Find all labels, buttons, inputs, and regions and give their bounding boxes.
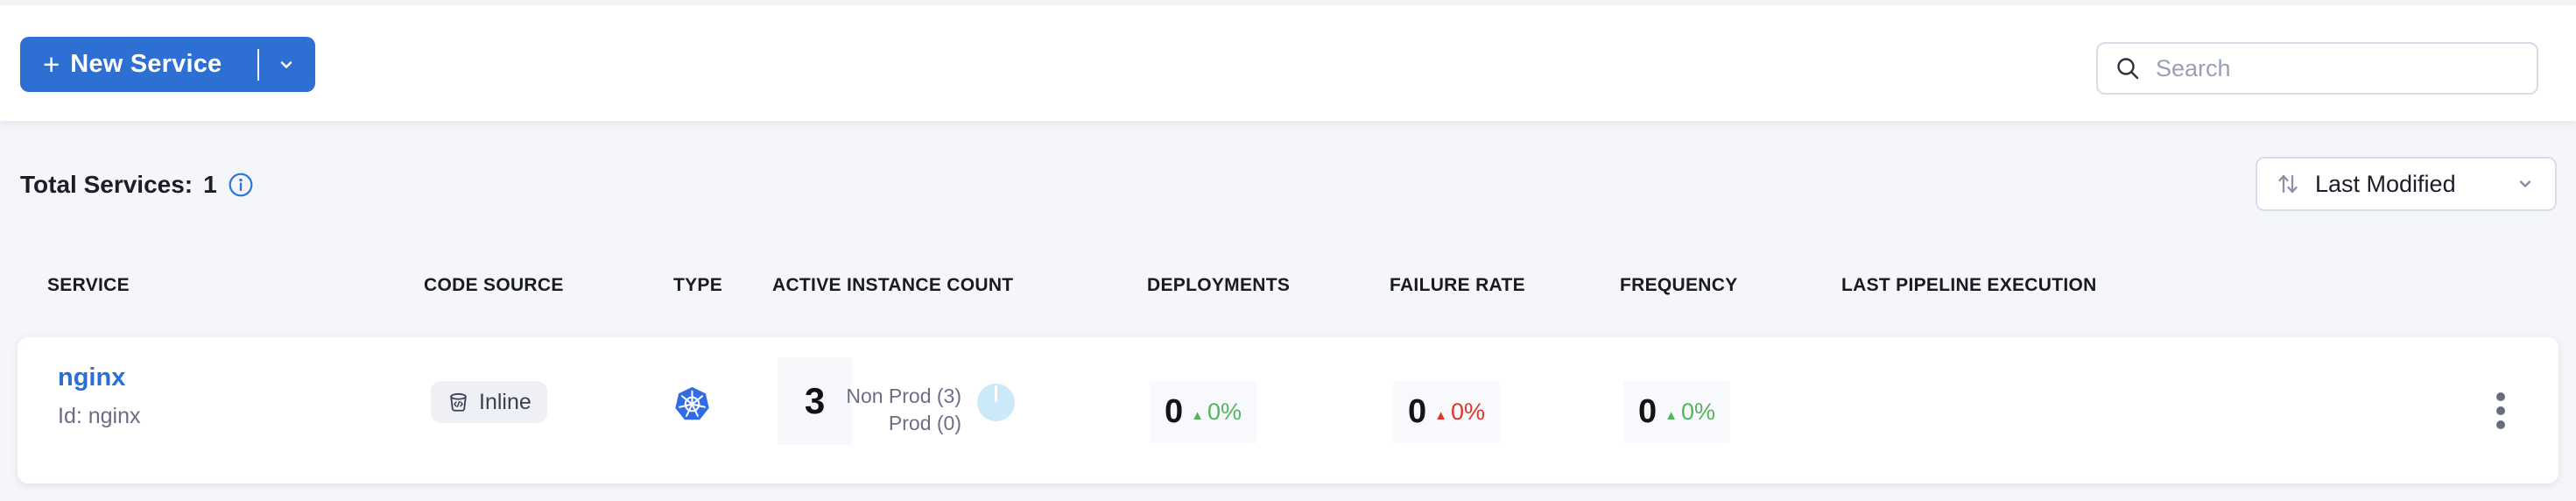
- service-name-link[interactable]: nginx: [58, 363, 126, 392]
- deployments-trend: ▲ 0%: [1191, 399, 1242, 426]
- frequency-trend: ▲ 0%: [1665, 399, 1715, 426]
- trend-up-icon: ▲: [1434, 408, 1447, 423]
- deployments-change: 0%: [1207, 399, 1242, 425]
- column-header-failure-rate: FAILURE RATE: [1390, 275, 1525, 295]
- search-input[interactable]: [2156, 54, 2521, 82]
- environment-breakdown: Non Prod (3) Prod (0): [839, 383, 961, 437]
- service-row[interactable]: nginx Id: nginx Inline: [18, 337, 2558, 483]
- new-service-button[interactable]: + New Service: [20, 37, 315, 92]
- column-header-service: SERVICE: [47, 275, 130, 295]
- frequency-change: 0%: [1680, 399, 1716, 425]
- column-header-code-source: CODE SOURCE: [424, 275, 564, 295]
- service-id: Id: nginx: [58, 404, 141, 428]
- column-header-deployments: DEPLOYMENTS: [1147, 275, 1291, 295]
- toolbar: + New Service: [0, 5, 2576, 121]
- failure-rate-change: 0%: [1450, 399, 1486, 425]
- deployments-value: 0: [1164, 393, 1184, 430]
- chevron-down-icon: [280, 60, 292, 68]
- active-instance-count-value: 3: [804, 380, 826, 421]
- search-icon: [2117, 58, 2139, 80]
- instance-distribution-pie-chart: [977, 384, 1015, 421]
- failure-rate-trend: ▲ 0%: [1434, 399, 1485, 426]
- frequency-stat-tile: 0 ▲ 0%: [1623, 381, 1730, 443]
- column-header-frequency: FREQUENCY: [1620, 275, 1738, 295]
- prod-count: Prod (0): [888, 412, 961, 434]
- kebab-icon: [2496, 392, 2505, 401]
- column-header-type: TYPE: [673, 275, 723, 295]
- plus-icon: +: [43, 48, 60, 81]
- kubernetes-icon: [675, 386, 709, 420]
- info-icon[interactable]: [228, 172, 254, 198]
- total-services-count: 1: [203, 171, 217, 198]
- sort-dropdown[interactable]: Last Modified: [2256, 157, 2557, 211]
- total-services-label: Total Services:: [20, 171, 194, 198]
- trend-up-icon: ▲: [1665, 408, 1678, 423]
- search-box: [2096, 42, 2538, 95]
- column-header-active-instance-count: ACTIVE INSTANCE COUNT: [772, 275, 1014, 295]
- new-service-dropdown-toggle[interactable]: [275, 53, 298, 76]
- new-service-label: New Service: [70, 50, 222, 78]
- table-header-row: SERVICE CODE SOURCE TYPE ACTIVE INSTANCE…: [0, 275, 2576, 300]
- active-instance-count-tile: 3: [778, 357, 852, 445]
- inline-store-icon: [450, 392, 467, 412]
- failure-rate-value: 0: [1407, 393, 1427, 430]
- code-source-badge: Inline: [431, 381, 547, 423]
- non-prod-count: Non Prod (3): [846, 385, 961, 407]
- sort-arrows-icon: [2278, 174, 2298, 194]
- sort-label: Last Modified: [2315, 170, 2456, 197]
- code-source-label: Inline: [479, 389, 531, 414]
- column-header-last-pipeline-execution: LAST PIPELINE EXECUTION: [1841, 275, 2097, 295]
- deployments-stat-tile: 0 ▲ 0%: [1150, 381, 1256, 443]
- frequency-value: 0: [1637, 393, 1658, 430]
- trend-up-icon: ▲: [1191, 408, 1204, 423]
- button-divider: [257, 48, 259, 81]
- row-options-menu-button[interactable]: [2480, 378, 2522, 444]
- services-summary: Total Services: 1: [20, 168, 254, 201]
- failure-rate-stat-tile: 0 ▲ 0%: [1393, 381, 1500, 443]
- chevron-down-icon: [2519, 180, 2531, 187]
